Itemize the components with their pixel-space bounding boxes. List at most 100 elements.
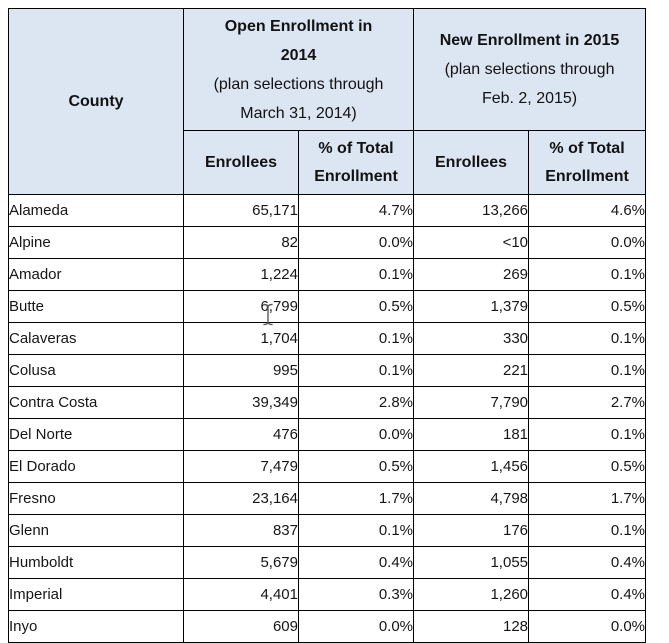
header-2014-title: Open Enrollment in 2014 — [224, 17, 373, 64]
county-name-cell: Fresno — [8, 482, 184, 515]
pct-2014-cell: 2.8% — [297, 386, 415, 419]
header-group-2015: New Enrollment in 2015 (plan selections … — [413, 8, 647, 131]
table-row: Colusa 995 0.1% 221 0.1% — [8, 354, 647, 387]
header-2015-title: New Enrollment in 2015 — [439, 32, 620, 49]
table-row: Imperial 4,401 0.3% 1,260 0.4% — [8, 578, 647, 611]
pct-2014-cell: 0.4% — [297, 546, 415, 579]
county-name-cell: Alameda — [8, 194, 184, 227]
enrollees-2015-cell: 4,798 — [413, 482, 530, 515]
enrollees-2015-cell: 181 — [413, 418, 530, 451]
enrollees-2015-cell: 1,456 — [413, 450, 530, 483]
enrollees-2014-cell: 39,349 — [183, 386, 299, 419]
table-row: Humboldt 5,679 0.4% 1,055 0.4% — [8, 546, 647, 579]
pct-2014-cell: 0.5% — [297, 450, 415, 483]
enrollees-2014-cell: 65,171 — [183, 194, 299, 227]
pct-2015-cell: 0.4% — [528, 578, 647, 611]
pct-2015-cell: 1.7% — [528, 482, 647, 515]
pct-2014-cell: 0.1% — [297, 514, 415, 547]
subheader-enrollees-2014-label: Enrollees — [204, 153, 278, 171]
enrollees-2014-cell: 609 — [183, 610, 299, 643]
enrollees-2014-cell: 23,164 — [183, 482, 299, 515]
table-row: Amador 1,224 0.1% 269 0.1% — [8, 258, 647, 291]
pct-2015-cell: 0.0% — [528, 226, 647, 259]
pct-2014-cell: 0.0% — [297, 226, 415, 259]
enrollees-2014-cell: 1,704 — [183, 322, 299, 355]
county-name-cell: El Dorado — [8, 450, 184, 483]
pct-2015-cell: 4.6% — [528, 194, 647, 227]
enrollees-2015-cell: 330 — [413, 322, 530, 355]
enrollees-2015-cell: 128 — [413, 610, 530, 643]
subheader-pct-2015: % of Total Enrollment — [528, 130, 647, 195]
enrollees-2015-cell: 1,055 — [413, 546, 530, 579]
county-name-cell: Inyo — [8, 610, 184, 643]
pct-2015-cell: 2.7% — [528, 386, 647, 419]
pct-2015-cell: 0.1% — [528, 418, 647, 451]
pct-2015-cell: 0.1% — [528, 322, 647, 355]
table-row: Contra Costa 39,349 2.8% 7,790 2.7% — [8, 386, 647, 419]
enrollees-2015-cell: 7,790 — [413, 386, 530, 419]
header-2014-note: (plan selections through March 31, 2014) — [213, 75, 384, 122]
county-enrollment-table: County Open Enrollment in 2014 (plan sel… — [8, 8, 647, 643]
table-row: Alpine 82 0.0% <10 0.0% — [8, 226, 647, 259]
subheader-pct-2015-label: % of Total Enrollment — [545, 139, 629, 185]
pct-2014-cell: 0.5% — [297, 290, 415, 323]
subheader-enrollees-2014: Enrollees — [183, 130, 299, 195]
header-group-2014: Open Enrollment in 2014 (plan selections… — [182, 8, 415, 131]
header-county: County — [8, 8, 184, 195]
county-name-cell: Amador — [8, 258, 184, 291]
subheader-enrollees-2015-label: Enrollees — [435, 153, 508, 171]
pct-2014-cell: 0.0% — [297, 418, 415, 451]
pct-2014-cell: 0.1% — [297, 354, 415, 387]
enrollees-2015-cell: 1,260 — [413, 578, 530, 611]
table-row: El Dorado 7,479 0.5% 1,456 0.5% — [8, 450, 647, 483]
pct-2014-cell: 4.7% — [297, 194, 415, 227]
enrollees-2015-cell: 221 — [413, 354, 530, 387]
county-name-cell: Humboldt — [8, 546, 184, 579]
enrollees-2015-cell: 269 — [413, 258, 530, 291]
pct-2015-cell: 0.1% — [528, 514, 647, 547]
enrollment-table-container: County Open Enrollment in 2014 (plan sel… — [8, 8, 647, 643]
table-row: Butte 6,799 0.5% 1,379 0.5% — [8, 290, 647, 323]
county-name-cell: Contra Costa — [8, 386, 184, 419]
enrollees-2015-cell: 176 — [413, 514, 530, 547]
pct-2014-cell: 1.7% — [297, 482, 415, 515]
enrollees-2015-cell: <10 — [413, 226, 530, 259]
enrollees-2014-cell: 995 — [183, 354, 299, 387]
pct-2015-cell: 0.5% — [528, 450, 647, 483]
table-row: Calaveras 1,704 0.1% 330 0.1% — [8, 322, 647, 355]
pct-2015-cell: 0.5% — [528, 290, 647, 323]
table-row: Glenn 837 0.1% 176 0.1% — [8, 514, 647, 547]
enrollees-2014-cell: 1,224 — [183, 258, 299, 291]
county-name-cell: Del Norte — [8, 418, 184, 451]
enrollees-2014-cell: 476 — [183, 418, 299, 451]
table-body: Alameda 65,171 4.7% 13,266 4.6% Alpine 8… — [8, 194, 647, 643]
pct-2015-cell: 0.1% — [528, 258, 647, 291]
pct-2014-cell: 0.3% — [297, 578, 415, 611]
subheader-pct-2014: % of Total Enrollment — [297, 130, 415, 195]
pct-2015-cell: 0.1% — [528, 354, 647, 387]
enrollees-2014-cell: 6,799 — [183, 290, 299, 323]
county-name-cell: Glenn — [8, 514, 184, 547]
pct-2015-cell: 0.0% — [528, 610, 647, 643]
county-name-cell: Alpine — [8, 226, 184, 259]
header-county-label: County — [68, 92, 124, 110]
subheader-pct-2014-label: % of Total Enrollment — [314, 139, 398, 185]
table-row: Alameda 65,171 4.7% 13,266 4.6% — [8, 194, 647, 227]
enrollees-2014-cell: 82 — [183, 226, 299, 259]
pct-2014-cell: 0.0% — [297, 610, 415, 643]
subheader-enrollees-2015: Enrollees — [413, 130, 530, 195]
enrollees-2014-cell: 4,401 — [183, 578, 299, 611]
county-name-cell: Calaveras — [8, 322, 184, 355]
enrollees-2014-cell: 7,479 — [183, 450, 299, 483]
county-name-cell: Butte — [8, 290, 184, 323]
table-row: Fresno 23,164 1.7% 4,798 1.7% — [8, 482, 647, 515]
table-row: Inyo 609 0.0% 128 0.0% — [8, 610, 647, 643]
header-2015-note: (plan selections through Feb. 2, 2015) — [444, 61, 615, 107]
table-row: Del Norte 476 0.0% 181 0.1% — [8, 418, 647, 451]
table-header: County Open Enrollment in 2014 (plan sel… — [8, 8, 647, 195]
pct-2014-cell: 0.1% — [297, 322, 415, 355]
enrollees-2015-cell: 13,266 — [413, 194, 530, 227]
county-name-cell: Imperial — [8, 578, 184, 611]
county-name-cell: Colusa — [8, 354, 184, 387]
pct-2015-cell: 0.4% — [528, 546, 647, 579]
